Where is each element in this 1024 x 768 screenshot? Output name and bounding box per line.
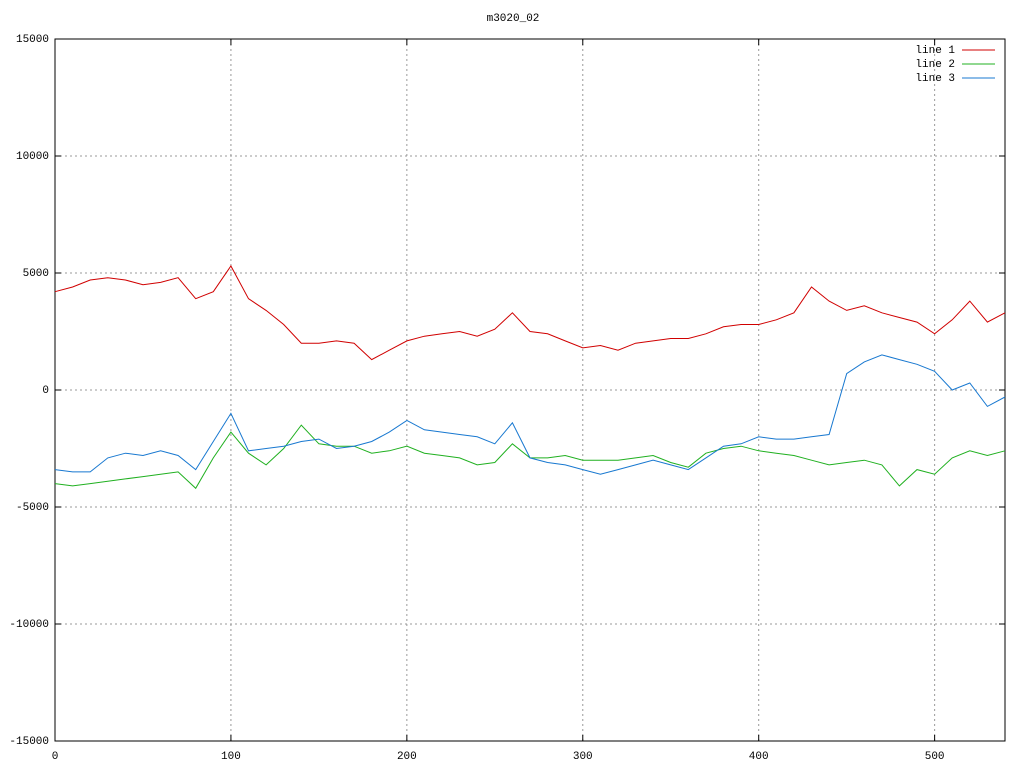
legend-label: line 3	[915, 73, 955, 85]
plot-border	[54, 38, 1006, 742]
x-tick-label: 500	[925, 751, 945, 763]
y-tick-label: -5000	[16, 502, 49, 514]
legend-label: line 1	[915, 45, 955, 57]
x-tick-label: 100	[221, 751, 241, 763]
series-line	[54, 265, 1006, 361]
x-tick-label: 0	[52, 751, 59, 763]
chart-title: m3020_02	[487, 13, 540, 25]
series-line	[54, 424, 1006, 490]
legend-label: line 2	[915, 59, 955, 71]
y-tick-label: 10000	[16, 151, 49, 163]
x-tick-label: 300	[573, 751, 593, 763]
series-line	[54, 354, 1006, 475]
x-tick-label: 400	[749, 751, 769, 763]
y-tick-label: 15000	[16, 34, 49, 46]
y-tick-label: 5000	[23, 268, 49, 280]
x-tick-label: 200	[397, 751, 417, 763]
y-tick-label: 0	[42, 385, 49, 397]
y-tick-label: -15000	[9, 736, 49, 748]
y-tick-label: -10000	[9, 619, 49, 631]
